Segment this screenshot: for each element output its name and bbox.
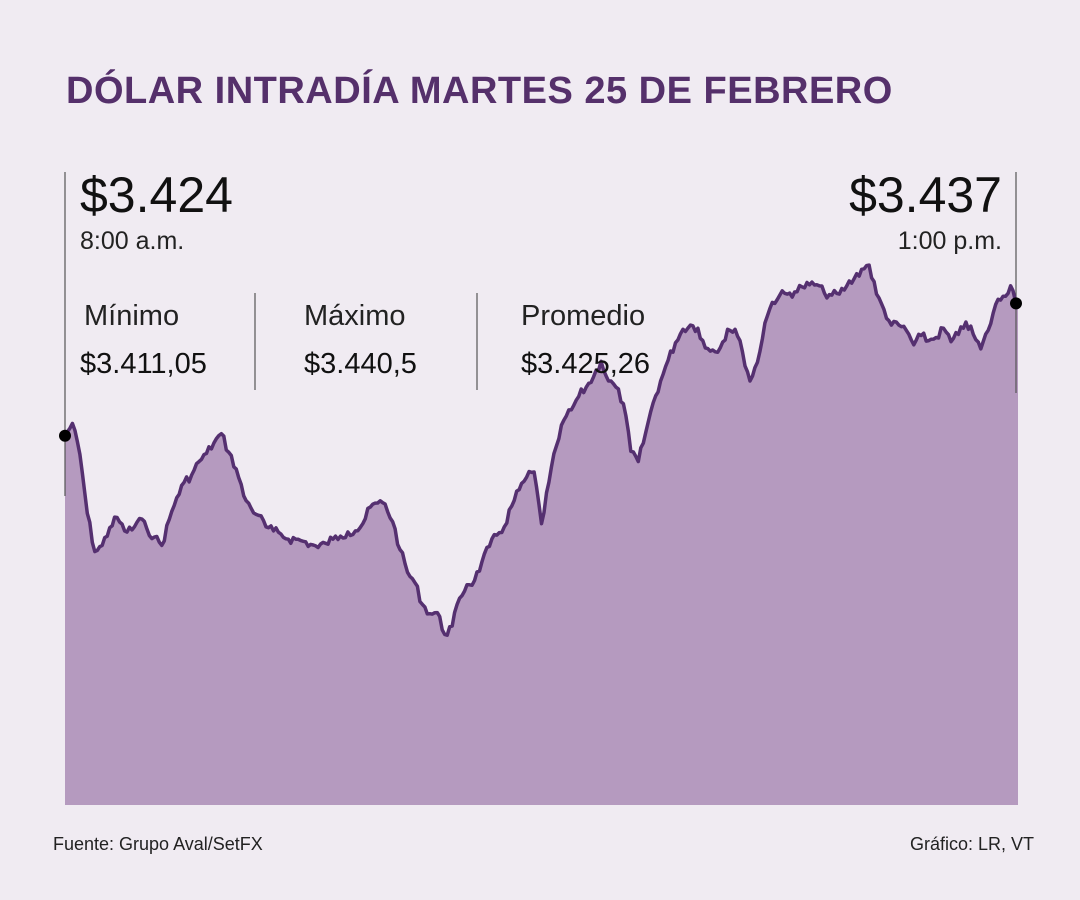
min-label: Mínimo [84,300,180,332]
chart-area [65,265,1018,806]
close-point [1010,297,1022,310]
min-value: $3.411,05 [80,348,207,380]
avg-value: $3.425,26 [521,348,651,380]
open-point [59,429,71,442]
credit-note: Gráfico: LR, VT [909,834,1034,854]
max-label: Máximo [304,300,406,332]
avg-label: Promedio [521,300,646,332]
close-value: $3.437 [849,167,1002,223]
open-value: $3.424 [80,167,233,223]
max-value: $3.440,5 [304,348,417,380]
source-note: Fuente: Grupo Aval/SetFX [53,834,263,854]
close-time: 1:00 p.m. [897,227,1002,255]
chart-line [63,263,1020,637]
open-time: 8:00 a.m. [80,227,185,255]
chart-title: DÓLAR INTRADÍA MARTES 25 DE FEBRERO [66,70,893,112]
